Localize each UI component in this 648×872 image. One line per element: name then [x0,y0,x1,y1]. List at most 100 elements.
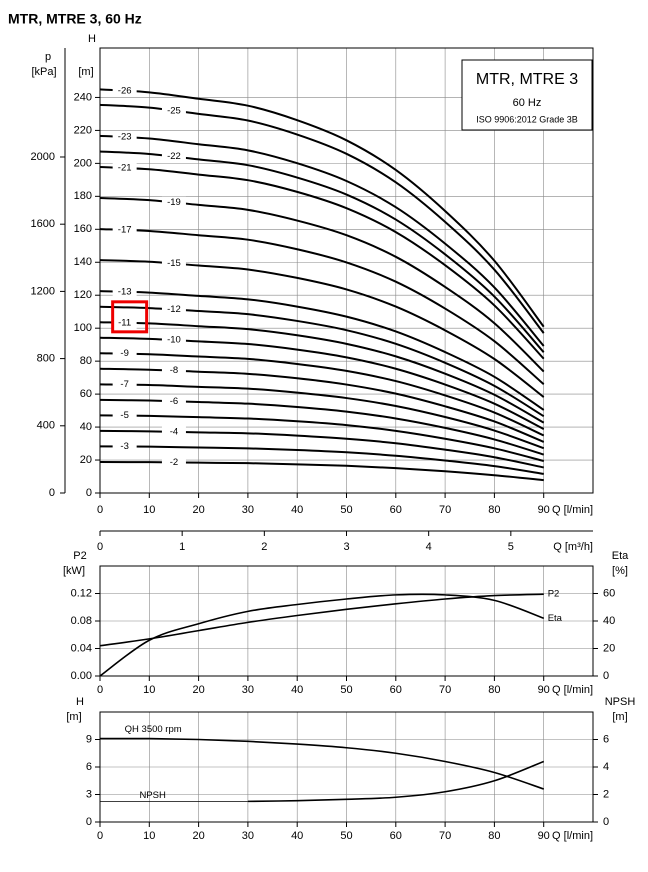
x-tick-label: 90 [538,830,550,842]
series-label: -22 [167,151,181,162]
label-bg [161,150,186,163]
y2-axis-label: p [45,51,51,63]
series-label: -25 [167,105,181,116]
y2-axis-unit: [m] [612,711,627,723]
label-bg [161,257,186,270]
label-bg [112,162,137,175]
y2-tick-label: 40 [603,615,615,627]
y2-tick-label: 4 [603,761,609,773]
label-bg [112,409,137,422]
y-tick-label: 100 [74,322,92,334]
curve [99,445,544,475]
x-tick-label: 20 [192,830,204,842]
series-label: -13 [118,286,132,297]
series-label: Eta [548,613,563,624]
x-axis-label: Q [l/min] [552,504,593,516]
y2-tick-label: 6 [603,733,609,745]
x2-tick-label: 0 [97,541,103,553]
curve [99,165,545,360]
x-tick-label: 40 [291,504,303,516]
y-tick-label: 180 [74,190,92,202]
x-tick-label: 40 [291,684,303,696]
y-tick-label: 0.08 [71,615,92,627]
x2-tick-label: 4 [426,541,432,553]
x-tick-label: 20 [192,684,204,696]
label-bg [161,196,186,209]
plot-frame [99,47,594,494]
y2-tick-label: 0 [603,670,609,682]
y-tick-label: 220 [74,124,92,136]
series-label: -11 [118,317,131,328]
x2-tick-label: 3 [343,541,349,553]
label-bg [161,425,186,438]
series-label: -26 [118,85,132,96]
y-tick-label: 240 [74,91,92,103]
x-tick-label: 30 [242,684,254,696]
x-tick-label: 80 [488,504,500,516]
series-label: P2 [548,589,560,600]
series-label: -6 [170,396,178,407]
curve [99,383,545,450]
y2-tick-label: 800 [37,353,55,365]
curve [99,88,545,328]
series-label: -7 [120,379,128,390]
x-tick-label: 70 [439,830,451,842]
y-tick-label: 0 [86,816,92,828]
x2-tick-label: 1 [179,541,185,553]
y2-tick-label: 1200 [31,285,55,297]
label-bg [112,378,137,391]
label-bg [112,347,137,360]
x-axis-label: Q [l/min] [552,684,593,696]
series-label: -9 [120,348,128,359]
y-tick-label: 0.04 [71,642,92,654]
series-label: -5 [120,410,128,421]
x-axis-label: Q [l/min] [552,830,593,842]
x-tick-label: 10 [143,684,155,696]
x2-axis-label: Q [m³/h] [553,541,593,553]
label-bg [161,334,186,347]
y-tick-label: 3 [86,788,92,800]
curve [99,290,545,411]
y-axis-unit: [kW] [63,565,85,577]
y2-tick-label: 0 [603,816,609,828]
y-axis-label: H [88,33,96,45]
y2-axis-label: NPSH [605,696,636,708]
y2-tick-label: 0 [49,487,55,499]
box-subtitle: 60 Hz [513,97,542,109]
series-label: -2 [170,457,178,468]
label-bg [112,84,137,97]
series-label: -4 [170,426,178,437]
series-label: QH 3500 rpm [125,724,182,735]
x-tick-label: 20 [192,504,204,516]
x-tick-label: 50 [340,684,352,696]
label-bg [112,224,137,237]
y2-tick-label: 20 [603,642,615,654]
curve [99,321,545,424]
x-tick-label: 60 [390,684,402,696]
x2-tick-label: 5 [508,541,514,553]
y-tick-label: 6 [86,761,92,773]
label-bg [161,303,186,316]
y-tick-label: 60 [80,388,92,400]
series-label: -8 [170,365,178,376]
y2-tick-label: 400 [37,420,55,432]
x-tick-label: 10 [143,830,155,842]
x-tick-label: 50 [340,830,352,842]
y2-tick-label: 60 [603,587,615,599]
x-tick-label: 30 [242,504,254,516]
box-note: ISO 9906:2012 Grade 3B [476,114,578,124]
legend-box [461,59,593,131]
label-bg [161,104,186,117]
label-bg [112,131,137,144]
x2-tick-label: 2 [261,541,267,553]
x-tick-label: 70 [439,684,451,696]
y2-tick-label: 2 [603,788,609,800]
series-label: -12 [167,304,181,315]
y-axis-unit: [m] [78,66,93,78]
x-tick-label: 80 [488,830,500,842]
label-bg [112,440,137,453]
y2-tick-label: 1600 [31,218,55,230]
x-tick-label: 0 [97,504,103,516]
